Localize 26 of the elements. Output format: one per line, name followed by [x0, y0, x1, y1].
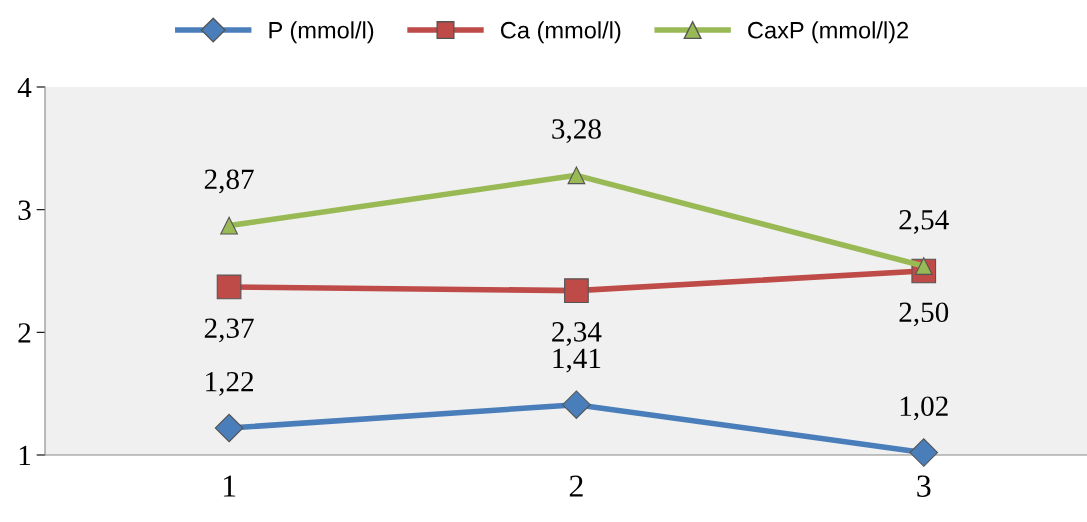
- legend-label: Ca (mmol/l): [501, 21, 621, 44]
- data-label: 2,54: [899, 210, 949, 234]
- y-tick-label: 4: [17, 77, 32, 98]
- data-label: 1,41: [553, 348, 601, 373]
- x-tick-label: 1: [223, 475, 236, 497]
- x-tick-label: 2: [569, 475, 583, 497]
- point: [562, 390, 591, 420]
- legend-label: P (mmol/l): [269, 21, 374, 44]
- data-label: 1,02: [900, 396, 948, 421]
- y-tick-label: 1: [19, 445, 31, 466]
- data-label: 2,87: [204, 169, 254, 194]
- point: [909, 438, 939, 467]
- x-tick-label: 3: [917, 475, 931, 497]
- data-label: 2,37: [204, 318, 254, 343]
- y-tick-label: 3: [18, 200, 31, 221]
- point: [567, 166, 586, 185]
- legend-label: CaxP (mmol/l)2: [748, 21, 909, 44]
- point: [216, 274, 242, 300]
- y-tick-label: 2: [18, 323, 31, 343]
- point: [214, 413, 244, 443]
- data-label: 2,34: [552, 322, 602, 346]
- data-label: 3,28: [552, 119, 601, 144]
- data-label: 1,22: [206, 371, 253, 396]
- point: [564, 278, 589, 303]
- data-label: 2,50: [899, 302, 949, 327]
- point: [220, 216, 238, 235]
